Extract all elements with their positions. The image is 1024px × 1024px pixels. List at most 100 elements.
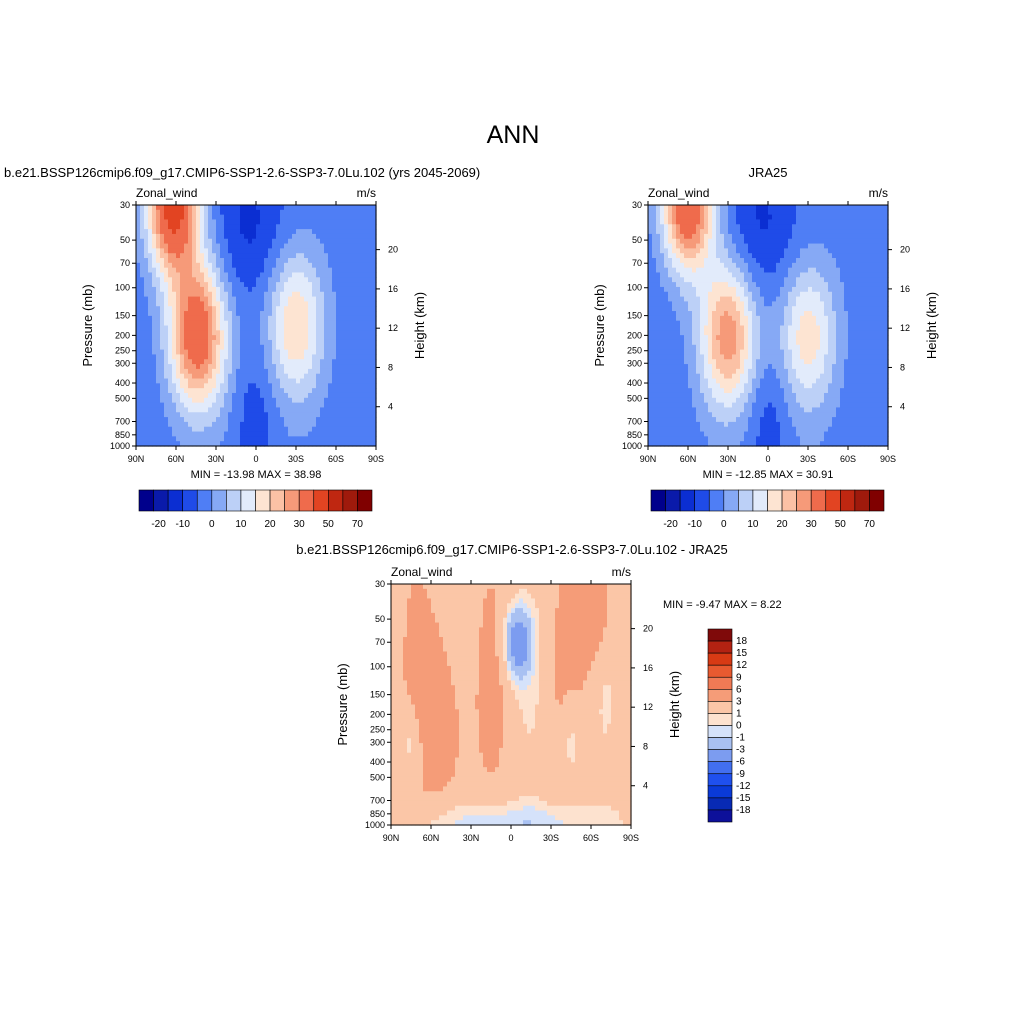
panel1-cell: [368, 364, 373, 370]
panel1-ytick-label: 100: [115, 283, 130, 293]
panel1-cell: [260, 306, 265, 312]
panel1-cell: [220, 315, 225, 322]
panel1-cell: [136, 431, 141, 437]
panel1-cell: [232, 431, 237, 437]
panel2-cell: [720, 214, 725, 221]
panel2-cell: [744, 253, 749, 259]
panel2-cell: [708, 282, 713, 288]
panel2-cell: [740, 412, 745, 418]
panel2-cell: [704, 243, 709, 249]
panel1-cell: [344, 325, 349, 331]
panel1-cell: [184, 383, 189, 389]
panel1-cell: [268, 354, 273, 360]
panel2-cell: [652, 205, 657, 211]
panel1-cell: [352, 383, 357, 389]
panel2-cell: [648, 233, 653, 240]
panel2-cell: [748, 402, 753, 409]
panel2-cell: [744, 412, 749, 418]
panel1-cell: [176, 315, 181, 322]
panel2-cell: [656, 402, 661, 409]
panel1-cell: [304, 238, 309, 245]
panel1-cell: [280, 388, 285, 394]
panel1-cell: [164, 243, 169, 249]
panel1-cell: [148, 436, 153, 442]
panel2-cell: [756, 267, 761, 274]
panel2-cell: [700, 243, 705, 249]
panel1-cell: [224, 262, 229, 269]
panel2-cell: [680, 373, 685, 380]
panel1-cell: [276, 301, 281, 307]
panel1-cell: [192, 359, 197, 365]
panel2-cell: [668, 306, 673, 312]
panel1-cell: [180, 339, 185, 346]
panel1-cell: [192, 383, 197, 389]
panel2-cell: [772, 229, 777, 235]
panel1-cell: [368, 238, 373, 245]
panel2-cell: [716, 373, 721, 380]
panel1-cell: [196, 388, 201, 394]
panel1-cell: [216, 238, 221, 245]
panel1-cell: [220, 421, 225, 428]
panel2-cell: [692, 272, 697, 278]
panel1-cell: [244, 335, 249, 341]
panel1-cell: [268, 229, 273, 235]
panel1-cell: [216, 417, 221, 423]
panel1-cell: [260, 364, 265, 370]
panel1-cell: [260, 301, 265, 307]
panel1-cell: [276, 267, 281, 274]
panel2-cell: [784, 412, 789, 418]
panel1-cell: [148, 383, 153, 389]
panel2-cell: [724, 441, 729, 447]
panel1-cell: [220, 286, 225, 293]
panel2-cell: [704, 364, 709, 370]
panel2-cell: [672, 277, 677, 283]
panel1-cell: [228, 378, 233, 384]
panel1-cell: [204, 397, 209, 404]
panel2-cell: [732, 436, 737, 442]
panel2-cell: [708, 296, 713, 302]
panel2-cell: [656, 392, 661, 399]
panel2-cell: [656, 339, 661, 346]
panel1-cell: [280, 368, 285, 375]
panel2-cell: [748, 262, 753, 269]
panel1-cell: [360, 339, 365, 346]
panel2-cell: [780, 344, 785, 351]
panel2-title: JRA25: [748, 165, 788, 180]
panel1-cell: [256, 335, 261, 341]
panel1-cell: [184, 349, 189, 356]
panel2-cell: [680, 248, 685, 254]
panel2-cell: [712, 397, 717, 404]
panel2-cell: [788, 339, 793, 346]
panel2-cell: [652, 383, 657, 389]
panel1-cell: [328, 412, 333, 418]
panel1-cell: [136, 286, 141, 293]
panel2-cell: [724, 388, 729, 394]
panel1-cell: [320, 397, 325, 404]
panel2-cell: [732, 205, 737, 211]
panel2-cell: [744, 306, 749, 312]
panel1-cell: [216, 421, 221, 428]
panel2-cell: [776, 378, 781, 384]
panel2-cell: [648, 262, 653, 269]
panel1-cell: [372, 205, 377, 211]
panel1-cell: [336, 286, 341, 293]
panel2-cell: [740, 282, 745, 288]
panel2-cell: [680, 224, 685, 230]
panel1-cell: [228, 272, 233, 278]
panel2-cell: [788, 383, 793, 389]
panel2-cell: [720, 224, 725, 230]
panel1-cell: [224, 296, 229, 302]
panel1-cell: [248, 272, 253, 278]
panel2-cell: [692, 282, 697, 288]
panel1-cell: [304, 286, 309, 293]
panel1-cell: [192, 214, 197, 221]
panel1-cell: [176, 412, 181, 418]
panel1-cell: [156, 267, 161, 274]
panel2-cell: [700, 364, 705, 370]
panel1-cell: [164, 258, 169, 264]
panel1-cell: [328, 417, 333, 423]
panel1-cell: [328, 364, 333, 370]
panel1-cell: [292, 224, 297, 230]
panel1-cell: [360, 267, 365, 274]
panel2-cell: [652, 233, 657, 240]
